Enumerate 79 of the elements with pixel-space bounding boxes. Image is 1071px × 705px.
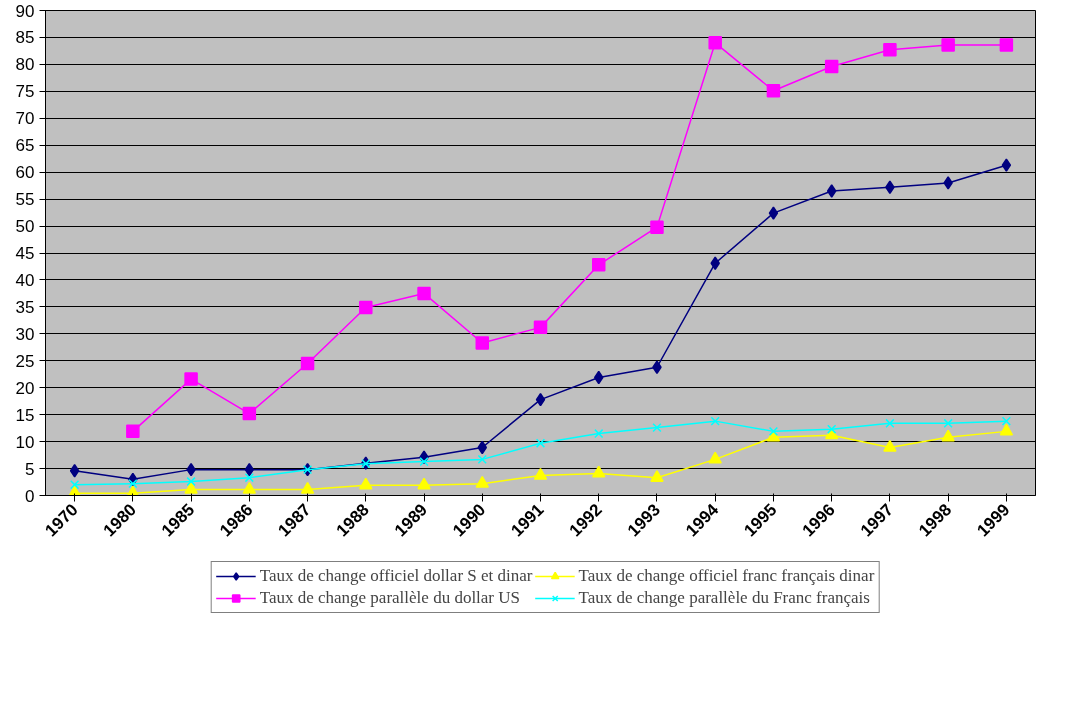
point	[827, 424, 837, 434]
point	[417, 477, 431, 490]
point	[594, 428, 604, 439]
point	[475, 336, 490, 350]
point	[244, 473, 254, 483]
y-tick-label: 35	[15, 297, 35, 317]
point	[941, 429, 955, 442]
point	[708, 451, 722, 464]
point	[710, 256, 720, 270]
point	[242, 406, 257, 421]
point	[1001, 416, 1012, 426]
point	[535, 392, 546, 407]
point	[477, 440, 488, 455]
point	[477, 454, 487, 465]
y-tick-label: 60	[15, 163, 35, 183]
point	[824, 59, 839, 74]
y-tick-label: 10	[15, 432, 35, 452]
point	[242, 481, 257, 494]
point	[1001, 158, 1012, 172]
point	[184, 481, 198, 494]
point	[943, 418, 953, 428]
y-tick-label: 20	[15, 378, 35, 398]
y-tick-label: 80	[15, 55, 35, 75]
point	[650, 220, 664, 234]
point	[710, 416, 720, 426]
point	[535, 438, 546, 448]
point	[533, 320, 548, 335]
y-tick-label: 90	[15, 1, 35, 21]
y-tick-label: 65	[15, 136, 35, 156]
point	[883, 439, 897, 452]
y-tick-label: 75	[15, 82, 35, 102]
y-tick-label: 85	[15, 28, 35, 48]
y-tick-label: 50	[15, 217, 35, 237]
y-tick-label: 45	[15, 244, 35, 263]
point	[652, 422, 662, 433]
y-tick-label: 70	[15, 109, 35, 129]
point	[652, 360, 662, 374]
point	[708, 36, 722, 50]
point	[300, 356, 315, 371]
point	[941, 38, 955, 52]
y-tick-label: 25	[15, 351, 35, 371]
point	[826, 184, 837, 198]
legend-label: Taux de change parallèle du dollar US	[259, 587, 521, 608]
point	[184, 372, 198, 386]
y-tick-label: 40	[15, 270, 35, 290]
legend-label: Taux de change officiel dollar S et dinar	[259, 565, 533, 586]
legend-label: Taux de change parallèle du Franc français	[578, 587, 870, 608]
point	[943, 176, 953, 190]
y-tick-label: 30	[15, 324, 35, 344]
y-tick-label: 5	[25, 459, 35, 479]
point	[999, 423, 1014, 436]
point	[126, 424, 140, 439]
point	[766, 84, 781, 98]
point	[766, 429, 781, 442]
point	[69, 463, 80, 478]
point	[186, 476, 196, 487]
y-tick-label: 55	[15, 190, 35, 210]
point	[650, 470, 664, 482]
point	[885, 418, 895, 428]
point	[475, 475, 490, 488]
point	[591, 465, 606, 478]
point	[417, 286, 431, 301]
point	[533, 467, 548, 480]
point	[359, 477, 373, 490]
point	[591, 258, 606, 272]
legend-label: Taux de change officiel franc français dinar	[578, 565, 875, 586]
point	[244, 462, 255, 477]
point	[883, 43, 897, 57]
point	[300, 481, 315, 494]
point	[69, 480, 80, 490]
y-tick-label: 0	[25, 486, 35, 506]
point	[768, 206, 779, 220]
point	[419, 456, 429, 467]
point	[128, 479, 138, 489]
point	[768, 426, 779, 437]
y-tick-label: 15	[15, 405, 35, 425]
point	[999, 38, 1014, 52]
point	[593, 370, 604, 385]
point	[359, 300, 373, 315]
